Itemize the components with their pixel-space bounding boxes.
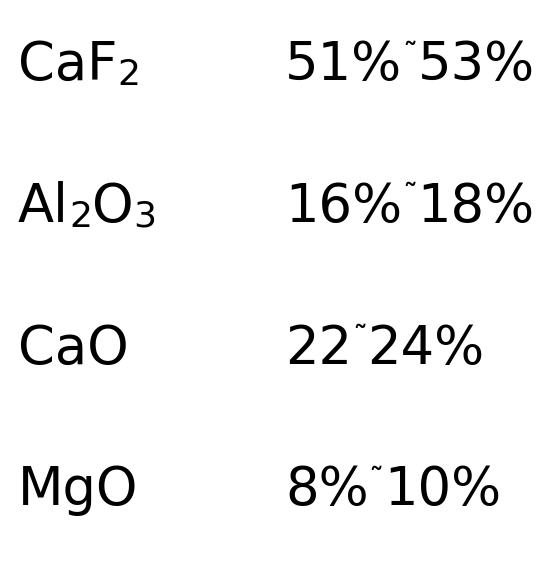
- Text: CaO: CaO: [18, 323, 129, 375]
- Text: MgO: MgO: [18, 464, 138, 517]
- Text: 16%: 16%: [285, 181, 402, 233]
- Text: 53%: 53%: [417, 39, 535, 91]
- Text: 51%: 51%: [285, 39, 402, 91]
- Text: ˜: ˜: [402, 183, 417, 211]
- Text: 22: 22: [285, 323, 352, 375]
- Text: 2: 2: [69, 200, 92, 234]
- Text: O: O: [92, 181, 133, 233]
- Text: Al: Al: [18, 181, 69, 233]
- Text: 3: 3: [133, 200, 156, 234]
- Text: 8%: 8%: [285, 464, 369, 517]
- Text: 24%: 24%: [367, 323, 484, 375]
- Text: 18%: 18%: [417, 181, 535, 233]
- Text: ˜: ˜: [402, 41, 417, 70]
- Text: 10%: 10%: [384, 464, 501, 517]
- Text: 2: 2: [118, 58, 141, 92]
- Text: ˜: ˜: [352, 324, 367, 353]
- Text: CaF: CaF: [18, 39, 118, 91]
- Text: ˜: ˜: [369, 466, 384, 495]
